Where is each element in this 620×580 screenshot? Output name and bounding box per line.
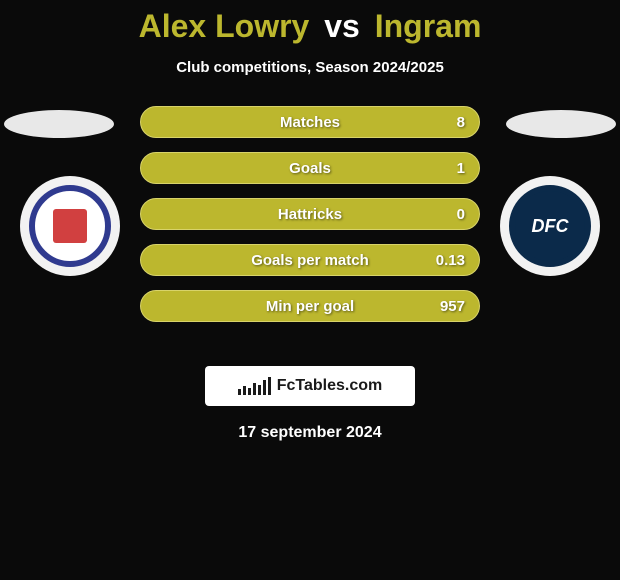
comparison-stage: DFC Matches 8 Goals 1 Hattricks 0 Goals … <box>0 106 620 346</box>
player1-plate <box>4 110 114 138</box>
stat-bar-goals-per-match: Goals per match 0.13 <box>140 244 480 276</box>
stat-value: 0.13 <box>436 245 465 277</box>
crest-ring: DFC <box>509 185 591 267</box>
stat-bar-hattricks: Hattricks 0 <box>140 198 480 230</box>
crest-ring <box>29 185 111 267</box>
player1-name: Alex Lowry <box>139 8 310 44</box>
stat-label: Goals per match <box>141 245 479 277</box>
date-label: 17 september 2024 <box>0 424 620 442</box>
stat-value: 0 <box>457 199 465 231</box>
player1-crest <box>20 176 120 276</box>
stat-bar-matches: Matches 8 <box>140 106 480 138</box>
crest-emblem-icon <box>53 209 87 243</box>
crest-outer: DFC <box>500 176 600 276</box>
stat-label: Hattricks <box>141 199 479 231</box>
stat-label: Matches <box>141 107 479 139</box>
brand-box[interactable]: FcTables.com <box>205 366 415 406</box>
stat-value: 1 <box>457 153 465 185</box>
subtitle: Club competitions, Season 2024/2025 <box>0 59 620 76</box>
stat-bars: Matches 8 Goals 1 Hattricks 0 Goals per … <box>140 106 480 336</box>
player2-crest: DFC <box>500 176 600 276</box>
brand-chart-icon <box>238 377 271 395</box>
stat-bar-goals: Goals 1 <box>140 152 480 184</box>
vs-text: vs <box>324 8 360 44</box>
brand-text: FcTables.com <box>277 377 383 395</box>
player2-plate <box>506 110 616 138</box>
player2-name: Ingram <box>375 8 482 44</box>
stat-value: 957 <box>440 291 465 323</box>
stat-value: 8 <box>457 107 465 139</box>
crest-outer <box>20 176 120 276</box>
page-title: Alex Lowry vs Ingram <box>0 0 620 45</box>
stat-label: Goals <box>141 153 479 185</box>
crest-emblem-text: DFC <box>532 216 569 237</box>
stat-bar-min-per-goal: Min per goal 957 <box>140 290 480 322</box>
stat-label: Min per goal <box>141 291 479 323</box>
